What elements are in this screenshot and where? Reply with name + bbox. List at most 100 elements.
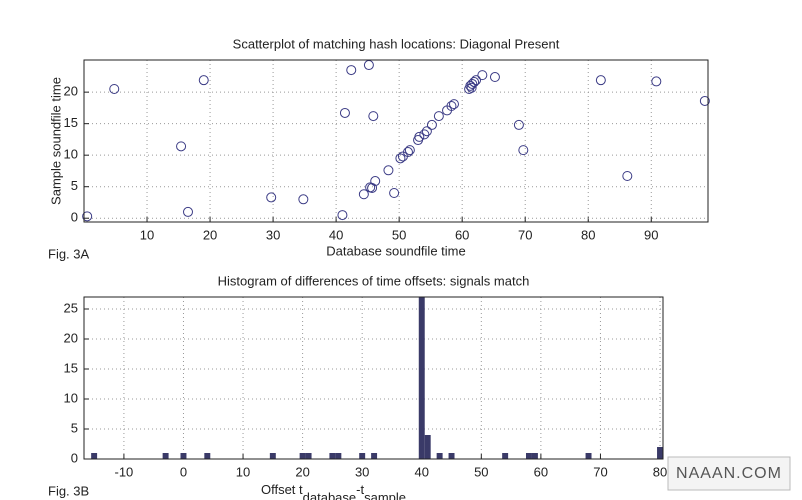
bar bbox=[162, 453, 169, 459]
point bbox=[298, 194, 309, 205]
bar bbox=[91, 453, 98, 459]
point bbox=[464, 83, 475, 94]
x-tick-label: 10 bbox=[236, 464, 250, 479]
x-tick-label: 40 bbox=[329, 227, 343, 242]
point bbox=[266, 192, 277, 203]
bar bbox=[424, 435, 431, 459]
y-tick-label: 10 bbox=[64, 390, 78, 405]
point bbox=[198, 75, 209, 86]
y-tick-label: 10 bbox=[64, 147, 78, 162]
x-tick-label: 40 bbox=[415, 464, 429, 479]
bar bbox=[299, 453, 306, 459]
x-tick-label: 30 bbox=[355, 464, 369, 479]
bar bbox=[269, 453, 276, 459]
point bbox=[622, 170, 633, 181]
point bbox=[471, 75, 482, 86]
y-tick-label: 25 bbox=[64, 300, 78, 315]
bar bbox=[204, 453, 211, 459]
y-tick-label: 5 bbox=[71, 178, 78, 193]
point bbox=[477, 70, 488, 81]
bar bbox=[335, 453, 342, 459]
point bbox=[368, 111, 379, 122]
x-tick-label: 20 bbox=[295, 464, 309, 479]
bar bbox=[329, 453, 336, 459]
x-tick-label: 60 bbox=[455, 227, 469, 242]
x-axis-label-part: -t bbox=[356, 482, 364, 497]
x-tick-label: 90 bbox=[644, 227, 658, 242]
y-axis-label: Sample soundfile time bbox=[48, 77, 63, 205]
point bbox=[82, 211, 93, 222]
x-tick-label: 80 bbox=[581, 227, 595, 242]
y-tick-label: 20 bbox=[64, 330, 78, 345]
bar bbox=[359, 453, 366, 459]
y-tick-label: 20 bbox=[64, 84, 78, 99]
point bbox=[651, 76, 662, 87]
x-tick-label: 70 bbox=[518, 227, 532, 242]
point bbox=[518, 145, 529, 156]
watermark-box bbox=[667, 456, 791, 491]
chart-title: Scatterplot of matching hash locations: … bbox=[233, 36, 560, 51]
point bbox=[469, 77, 480, 88]
chart-title: Histogram of differences of time offsets… bbox=[218, 273, 530, 288]
point bbox=[433, 111, 444, 122]
point bbox=[358, 189, 369, 200]
y-tick-label: 5 bbox=[71, 420, 78, 435]
bar bbox=[418, 297, 425, 459]
point bbox=[448, 99, 459, 110]
point bbox=[176, 141, 187, 152]
figure-label: Fig. 3A bbox=[48, 246, 90, 261]
point bbox=[389, 188, 400, 199]
point bbox=[370, 176, 381, 187]
x-axis-label-part: database bbox=[303, 490, 357, 500]
point bbox=[426, 119, 437, 130]
point bbox=[404, 145, 415, 156]
point bbox=[699, 95, 710, 106]
point bbox=[363, 60, 374, 71]
point bbox=[339, 107, 350, 118]
point bbox=[414, 131, 425, 142]
watermark: NAAAN.COM bbox=[676, 465, 782, 482]
x-tick-label: 20 bbox=[203, 227, 217, 242]
point bbox=[395, 153, 406, 164]
x-tick-label: 30 bbox=[266, 227, 280, 242]
bar bbox=[305, 453, 312, 459]
figure-label: Fig. 3B bbox=[48, 483, 89, 498]
bar bbox=[448, 453, 455, 459]
x-tick-label: 50 bbox=[474, 464, 488, 479]
x-axis-label-part: sample bbox=[364, 490, 406, 500]
point bbox=[402, 147, 413, 158]
point bbox=[337, 210, 348, 221]
y-tick-label: 15 bbox=[64, 115, 78, 130]
y-tick-label: 0 bbox=[71, 210, 78, 225]
x-axis-label: Database soundfile time bbox=[326, 243, 465, 258]
y-tick-label: 0 bbox=[71, 450, 78, 465]
plot-frame bbox=[83, 59, 709, 223]
point bbox=[466, 82, 477, 93]
bar bbox=[657, 447, 663, 459]
point bbox=[109, 83, 120, 94]
x-tick-label: 50 bbox=[392, 227, 406, 242]
point bbox=[367, 182, 378, 193]
point bbox=[489, 72, 500, 83]
x-axis-label: Offset tdatabase-tsample bbox=[261, 482, 406, 500]
x-tick-label: 80 bbox=[653, 464, 667, 479]
x-tick-label: -10 bbox=[115, 464, 134, 479]
point bbox=[513, 119, 524, 130]
bar bbox=[502, 453, 509, 459]
point bbox=[419, 129, 430, 140]
bar bbox=[371, 453, 378, 459]
point bbox=[183, 206, 193, 217]
bar bbox=[436, 453, 443, 459]
bar bbox=[531, 453, 538, 459]
x-tick-label: 10 bbox=[140, 227, 154, 242]
point bbox=[346, 65, 357, 76]
x-axis-label-part: Offset t bbox=[261, 482, 303, 497]
point bbox=[467, 78, 478, 89]
bar bbox=[585, 453, 592, 459]
point bbox=[383, 165, 394, 176]
x-tick-label: 0 bbox=[180, 464, 187, 479]
bar bbox=[180, 453, 187, 459]
point bbox=[446, 101, 457, 112]
plot-frame bbox=[83, 296, 664, 460]
